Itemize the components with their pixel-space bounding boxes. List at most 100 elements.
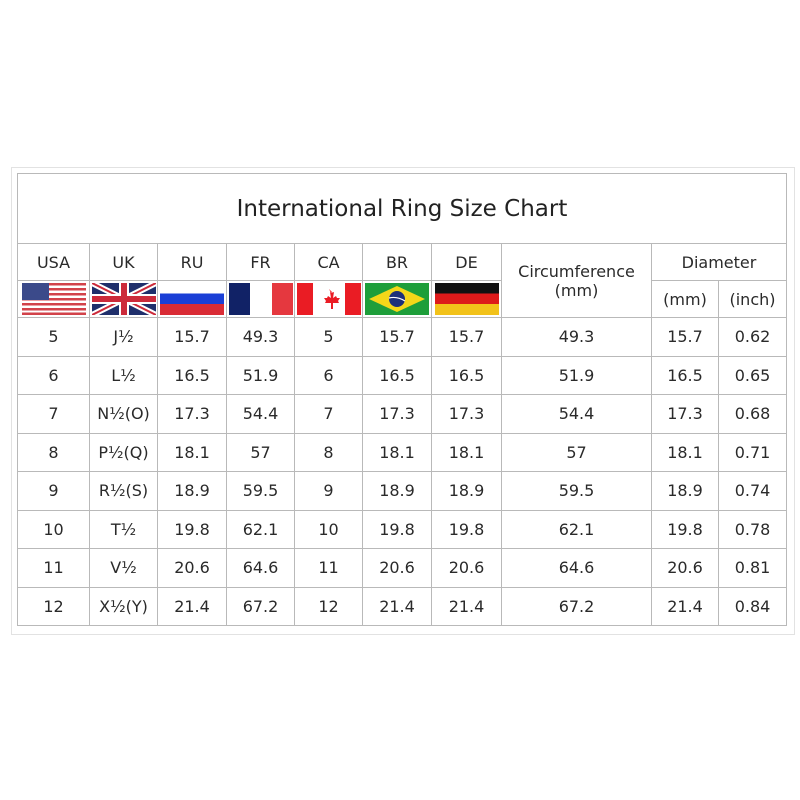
cell-ca: 7 [294, 394, 363, 434]
cell-de: 17.3 [431, 394, 502, 434]
cell-de: 20.6 [431, 548, 502, 588]
cell-uk: X½(Y) [89, 586, 158, 626]
brazil-flag-icon [362, 280, 432, 318]
table-row: 10 T½ 19.8 62.1 10 19.8 19.8 62.1 19.8 0.78 [17, 509, 787, 549]
cell-fr: 54.4 [226, 394, 295, 434]
header-ca: CA [294, 243, 363, 281]
cell-br: 21.4 [362, 586, 432, 626]
cell-de: 18.1 [431, 432, 502, 472]
cell-br: 18.1 [362, 432, 432, 472]
table-row: 5 J½ 15.7 49.3 5 15.7 15.7 49.3 15.7 0.62 [17, 317, 787, 357]
header-circumference: Circumference (mm) [501, 243, 652, 318]
cell-diameter-mm: 19.8 [651, 509, 719, 549]
header-de: DE [431, 243, 502, 281]
cell-diameter-mm: 20.6 [651, 548, 719, 588]
cell-diameter-inch: 0.65 [718, 355, 787, 395]
cell-uk: J½ [89, 317, 158, 357]
cell-circumference-mm: 54.4 [501, 394, 652, 434]
cell-uk: V½ [89, 548, 158, 588]
cell-usa: 8 [17, 432, 90, 472]
cell-br: 16.5 [362, 355, 432, 395]
cell-ru: 19.8 [157, 509, 227, 549]
cell-br: 17.3 [362, 394, 432, 434]
cell-fr: 64.6 [226, 548, 295, 588]
cell-de: 18.9 [431, 471, 502, 511]
canada-flag-icon [294, 280, 363, 318]
cell-usa: 12 [17, 586, 90, 626]
cell-fr: 51.9 [226, 355, 295, 395]
table-row: 8 P½(Q) 18.1 57 8 18.1 18.1 57 18.1 0.71 [17, 432, 787, 472]
cell-diameter-inch: 0.74 [718, 471, 787, 511]
cell-de: 15.7 [431, 317, 502, 357]
cell-diameter-inch: 0.68 [718, 394, 787, 434]
cell-diameter-inch: 0.62 [718, 317, 787, 357]
cell-ru: 18.9 [157, 471, 227, 511]
cell-br: 15.7 [362, 317, 432, 357]
chart-title: International Ring Size Chart [17, 173, 787, 244]
cell-ca: 9 [294, 471, 363, 511]
cell-fr: 49.3 [226, 317, 295, 357]
cell-de: 19.8 [431, 509, 502, 549]
cell-ru: 15.7 [157, 317, 227, 357]
chart-frame [11, 167, 795, 635]
cell-usa: 5 [17, 317, 90, 357]
cell-ca: 11 [294, 548, 363, 588]
cell-de: 21.4 [431, 586, 502, 626]
header-br: BR [362, 243, 432, 281]
table-row: 9 R½(S) 18.9 59.5 9 18.9 18.9 59.5 18.9 0.74 [17, 471, 787, 511]
header-diameter: Diameter [651, 243, 787, 281]
cell-circumference-mm: 67.2 [501, 586, 652, 626]
cell-usa: 11 [17, 548, 90, 588]
cell-ru: 21.4 [157, 586, 227, 626]
cell-fr: 67.2 [226, 586, 295, 626]
cell-diameter-inch: 0.78 [718, 509, 787, 549]
france-flag-icon [226, 280, 295, 318]
table-row: 11 V½ 20.6 64.6 11 20.6 20.6 64.6 20.6 0.81 [17, 548, 787, 588]
header-usa: USA [17, 243, 90, 281]
cell-fr: 62.1 [226, 509, 295, 549]
header-diameter-mm: (mm) [651, 280, 719, 318]
cell-uk: L½ [89, 355, 158, 395]
cell-ru: 16.5 [157, 355, 227, 395]
cell-ca: 6 [294, 355, 363, 395]
cell-uk: N½(O) [89, 394, 158, 434]
cell-ru: 17.3 [157, 394, 227, 434]
cell-circumference-mm: 49.3 [501, 317, 652, 357]
germany-flag-icon [431, 280, 502, 318]
cell-br: 18.9 [362, 471, 432, 511]
cell-ca: 5 [294, 317, 363, 357]
cell-ca: 8 [294, 432, 363, 472]
cell-diameter-inch: 0.84 [718, 586, 787, 626]
cell-ca: 10 [294, 509, 363, 549]
cell-circumference-mm: 64.6 [501, 548, 652, 588]
header-fr: FR [226, 243, 295, 281]
table-row: 6 L½ 16.5 51.9 6 16.5 16.5 51.9 16.5 0.65 [17, 355, 787, 395]
cell-ru: 20.6 [157, 548, 227, 588]
cell-uk: R½(S) [89, 471, 158, 511]
cell-br: 19.8 [362, 509, 432, 549]
table-row: 7 N½(O) 17.3 54.4 7 17.3 17.3 54.4 17.3 0.68 [17, 394, 787, 434]
cell-usa: 10 [17, 509, 90, 549]
header-uk: UK [89, 243, 158, 281]
cell-usa: 6 [17, 355, 90, 395]
cell-circumference-mm: 51.9 [501, 355, 652, 395]
cell-diameter-inch: 0.81 [718, 548, 787, 588]
us-flag-icon [17, 280, 90, 318]
cell-circumference-mm: 62.1 [501, 509, 652, 549]
cell-ca: 12 [294, 586, 363, 626]
cell-fr: 59.5 [226, 471, 295, 511]
cell-diameter-mm: 15.7 [651, 317, 719, 357]
cell-diameter-mm: 18.1 [651, 432, 719, 472]
cell-de: 16.5 [431, 355, 502, 395]
circumference-label: Circumference [518, 261, 635, 281]
cell-uk: P½(Q) [89, 432, 158, 472]
circumference-unit: (mm) [554, 280, 599, 300]
ring-size-table: International Ring Size Chart USA UK RU … [17, 173, 787, 626]
cell-diameter-mm: 17.3 [651, 394, 719, 434]
header-diameter-inch: (inch) [718, 280, 787, 318]
cell-ru: 18.1 [157, 432, 227, 472]
cell-diameter-inch: 0.71 [718, 432, 787, 472]
russia-flag-icon [157, 280, 227, 318]
cell-circumference-mm: 57 [501, 432, 652, 472]
cell-diameter-mm: 16.5 [651, 355, 719, 395]
